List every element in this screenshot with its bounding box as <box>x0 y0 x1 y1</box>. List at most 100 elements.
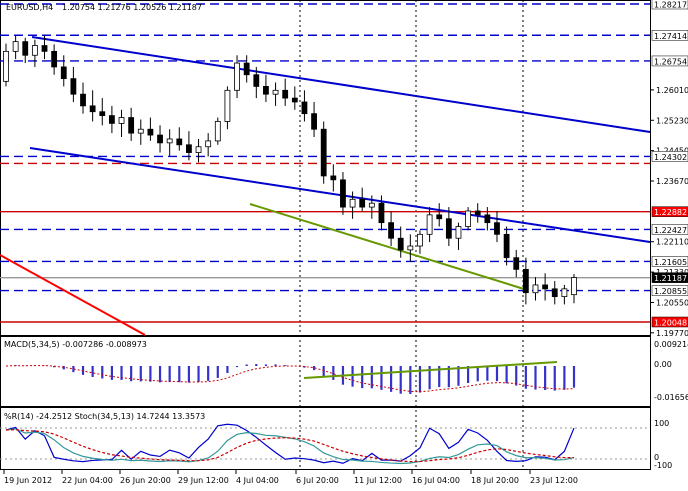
candle-body <box>291 97 298 103</box>
candle-body <box>60 66 67 80</box>
channel-lower-line[interactable] <box>29 147 651 243</box>
time-tick-label: 11 Jul 12:00 <box>354 476 402 485</box>
price-tick-label: 1.25230 <box>656 116 688 125</box>
candles-layer <box>3 35 577 305</box>
stoch-tick-bottom: -100 <box>654 461 672 470</box>
macd-indicator <box>5 364 576 394</box>
support-trendline[interactable] <box>249 203 525 290</box>
time-tick-label: 23 Jul 12:00 <box>530 476 578 485</box>
level-price-text: 1.22427 <box>654 226 687 235</box>
time-tick-label: 22 Jun 04:00 <box>62 476 113 485</box>
macd-axis: 0.009214 0.00 -0.01656 <box>654 340 688 402</box>
trendlines-layer <box>0 36 651 336</box>
candle-body <box>99 111 106 117</box>
price-tick-label: 1.22110 <box>656 238 688 247</box>
candle-body <box>349 198 356 208</box>
candle-body <box>320 128 327 177</box>
candle-body <box>436 214 443 220</box>
symbol-label: EURUSD,H4 <box>6 3 53 12</box>
macd-tick-zero: 0.00 <box>654 360 672 369</box>
candle-body <box>340 179 346 208</box>
candle-body <box>176 138 183 146</box>
time-tick-label: 26 Jun 20:00 <box>120 476 171 485</box>
candle-body <box>513 257 520 270</box>
price-tick-label: 1.19770 <box>656 329 688 338</box>
candle-body <box>80 93 86 107</box>
candle-body <box>118 117 125 124</box>
candle-body <box>503 233 510 259</box>
price-tick-label: 1.24450 <box>656 147 688 156</box>
candle-body <box>108 115 115 124</box>
candle-body <box>484 214 491 224</box>
candle-body <box>89 105 96 113</box>
level-price-box <box>651 0 688 10</box>
candle-body <box>330 175 337 181</box>
candle-body <box>243 62 250 76</box>
candle-body <box>301 101 308 115</box>
candle-body <box>359 198 366 208</box>
candle-body <box>445 218 452 239</box>
level-price-text: 1.26754 <box>654 57 687 66</box>
candle-body <box>311 113 317 130</box>
candle-body <box>417 233 423 247</box>
time-tick-label: 16 Jul 04:00 <box>412 476 460 485</box>
level-price-box <box>651 151 688 162</box>
candle-body <box>3 50 9 82</box>
stoch-axis: 100 0 -100 <box>654 419 672 470</box>
price-tick-label: 1.26010 <box>656 86 688 95</box>
level-price-box <box>651 256 688 267</box>
time-axis: 19 Jun 2012 22 Jun 04:00 26 Jun 20:00 29 Ju… <box>3 470 578 485</box>
candle-body <box>551 288 558 298</box>
candle-body <box>51 50 58 68</box>
candle-body <box>12 41 19 52</box>
macd-tick-top: 0.009214 <box>654 340 688 349</box>
price-tick-label: 1.20550 <box>656 298 688 307</box>
red-trendline[interactable] <box>0 254 146 336</box>
candle-body <box>542 284 549 290</box>
wpr-line <box>5 423 575 464</box>
candle-body <box>147 128 154 136</box>
candle-body <box>532 284 539 294</box>
candle-body <box>234 62 240 91</box>
candle-body <box>455 226 462 239</box>
candle-body <box>494 222 500 235</box>
time-tick-label: 29 Jun 12:00 <box>178 476 229 485</box>
stoch-tick-mid: 0 <box>654 453 659 462</box>
level-price-text: 1.27414 <box>654 32 687 41</box>
level-price-text: 1.22882 <box>654 208 687 217</box>
level-price-boxes: 1.28217 1.27414 1.26754 1.24302 1.22882 1.224… <box>651 0 688 328</box>
level-price-text: 1.21605 <box>654 258 687 267</box>
candle-body <box>186 144 192 153</box>
candle-body <box>214 121 221 142</box>
candle-body <box>253 74 260 87</box>
stoch-tick-top: 100 <box>654 419 669 428</box>
candle-body <box>571 277 577 296</box>
candle-body <box>195 146 202 153</box>
stoch-signal-line <box>5 429 575 463</box>
macd-tick-bottom: -0.01656 <box>654 393 688 402</box>
level-price-text: 1.24302 <box>654 153 687 162</box>
ohlc-label: 1.20754 1.21276 1.20526 1.21187 <box>62 3 202 12</box>
time-tick-label: 19 Jun 2012 <box>4 476 52 485</box>
level-price-box <box>651 272 688 283</box>
macd-signal-line <box>5 365 575 393</box>
candle-body <box>368 202 375 208</box>
candle-body <box>41 45 48 52</box>
level-price-box <box>651 55 688 67</box>
candle-body <box>426 214 433 235</box>
candle-body <box>205 140 212 148</box>
candle-body <box>128 117 135 134</box>
candle-body <box>157 134 163 144</box>
time-tick-label: 18 Jul 20:00 <box>471 476 519 485</box>
candle-body <box>397 237 404 251</box>
candle-body <box>522 268 529 294</box>
candle-body <box>407 245 414 251</box>
candle-body <box>378 202 385 224</box>
macd-divergence-line[interactable] <box>303 361 558 379</box>
channel-upper-line[interactable] <box>31 36 651 133</box>
candle-body <box>465 210 472 227</box>
candle-body <box>31 45 38 56</box>
level-price-box <box>651 30 688 41</box>
